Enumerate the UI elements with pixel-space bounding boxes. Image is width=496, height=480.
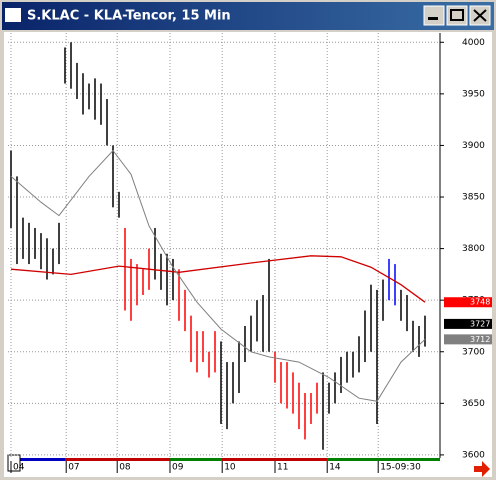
window-title: S.KLAC - KLA-Tencor, 15 Min [27,9,231,24]
y-tick-label: 4000 [462,38,485,48]
maximize-icon [450,9,464,21]
y-tick-label: 3800 [462,244,485,254]
minimize-icon [428,17,438,20]
title-bar [2,2,494,30]
x-tick-label: 14 [329,463,341,473]
session-strip [327,458,440,461]
price-tag-label: 3727 [470,319,490,328]
minimize-button[interactable] [423,5,445,26]
x-tick-label: 10 [224,463,236,473]
y-tick-label: 3600 [462,450,485,460]
y-tick-label: 3650 [462,399,485,409]
session-strip [170,458,222,461]
price-tag [444,318,492,329]
close-icon [473,9,487,22]
moving-average [10,149,426,402]
app-icon [5,8,21,22]
y-tick-label: 3900 [462,141,485,151]
y-tick-label: 3700 [462,347,485,357]
price-tag [444,334,492,345]
moving-average [10,255,426,303]
y-tick-label: 3950 [462,89,485,99]
session-strip [8,458,65,461]
price-tag [444,297,492,308]
price-tag-label: 3748 [470,298,490,307]
session-strip [222,458,327,461]
x-tick-label: 07 [68,463,79,473]
session-strip [65,458,170,461]
x-tick-label: 04 [13,463,25,473]
x-tick-label: 09 [172,463,184,473]
scroll-arrow[interactable] [474,461,490,477]
y-tick-label: 3850 [462,193,485,203]
x-tick-label: 15-09:30 [380,463,421,473]
x-tick-label: 08 [119,463,131,473]
x-tick-label: 11 [277,463,288,473]
price-tag-label: 3712 [470,335,490,344]
